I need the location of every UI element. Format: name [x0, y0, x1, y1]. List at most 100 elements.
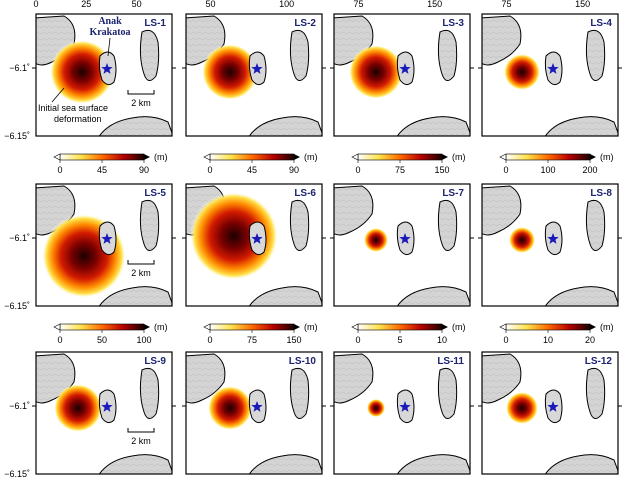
- panel-title: LS-10: [289, 356, 317, 367]
- map-panel: LS-4: [478, 13, 622, 137]
- colorbar-gradient: [209, 153, 295, 161]
- island-south: [248, 454, 322, 474]
- island-northwest: [482, 185, 522, 236]
- scale-bar: [127, 260, 155, 265]
- colorbar: (m) 0 45 90: [203, 152, 318, 175]
- island-northeast: [289, 367, 310, 419]
- colorbar: (m) 0 5 10: [351, 322, 466, 345]
- volcano-star-icon: [251, 233, 263, 244]
- volcano-star-icon: [399, 401, 411, 412]
- island-northeast: [585, 367, 606, 419]
- map-panel: LS-2: [182, 13, 326, 137]
- sea-surface-deformation: [208, 386, 252, 430]
- colorbar-max-arrow: [442, 324, 448, 330]
- latitude-label: −6.15˚: [4, 131, 30, 141]
- colorbar-max-arrow: [294, 324, 300, 330]
- volcano-star-icon: [251, 63, 263, 74]
- colorbar-tick-label: 5: [397, 335, 402, 345]
- colorbar-unit: (m): [600, 322, 614, 332]
- colorbar: (m) 0 10 20: [499, 322, 614, 345]
- top-axis-tick-label: 75: [353, 0, 363, 9]
- island-south: [544, 454, 618, 474]
- panel-frame: [35, 13, 173, 137]
- colorbar-tick-label: 0: [355, 335, 360, 345]
- panel-title: LS-3: [442, 18, 464, 29]
- colorbar: (m) 0 75 150: [351, 152, 466, 175]
- volcano-star-icon: [251, 401, 263, 412]
- colorbar-tick-label: 0: [503, 165, 508, 175]
- sea-surface-deformation: [367, 399, 385, 417]
- map-panel: LS-3: [330, 13, 474, 137]
- volcano-star-icon: [547, 63, 559, 74]
- panel-frame: [185, 351, 323, 475]
- panel-title: LS-7: [442, 188, 464, 199]
- top-axis-tick-label: 50: [132, 0, 142, 9]
- island-south: [544, 286, 618, 306]
- island-northeast: [437, 367, 458, 419]
- colorbar-gradient: [59, 153, 145, 161]
- colorbar-tick-label: 90: [139, 165, 149, 175]
- panel-title: LS-4: [590, 18, 612, 29]
- top-axis-tick-label: 25: [81, 0, 91, 9]
- colorbar-tick-label: 75: [395, 165, 405, 175]
- latitude-label: −6.1˚: [9, 63, 30, 73]
- colorbar-tick-label: 0: [57, 165, 62, 175]
- island-south: [98, 454, 172, 474]
- volcano-star-icon: [101, 63, 113, 74]
- colorbar-tick-label: 100: [540, 165, 555, 175]
- island-south: [396, 116, 470, 136]
- colorbar-max-arrow: [590, 154, 596, 160]
- colorbar-max-arrow: [144, 154, 150, 160]
- colorbar-tick-label: 0: [57, 335, 62, 345]
- colorbar-min-arrow: [351, 153, 359, 161]
- colorbar-tick-label: 150: [286, 335, 301, 345]
- colorbar-tick-label: 0: [207, 335, 212, 345]
- top-axis-tick-label: 100: [279, 0, 294, 9]
- colorbar: (m) 0 45 90: [53, 152, 168, 175]
- colorbar-max-arrow: [144, 324, 150, 330]
- colorbar-min-arrow: [351, 323, 359, 331]
- colorbar-unit: (m): [452, 322, 466, 332]
- sea-surface-deformation: [50, 40, 114, 104]
- panel-title: LS-9: [144, 356, 166, 367]
- island-northeast: [585, 199, 606, 251]
- volcano-name-label: Anak: [98, 16, 122, 27]
- island-northeast: [289, 199, 310, 251]
- colorbar-gradient: [505, 323, 591, 331]
- colorbar-tick-label: 0: [207, 165, 212, 175]
- sea-surface-deformation: [202, 44, 258, 100]
- scale-bar-label: 2 km: [131, 268, 151, 278]
- colorbar-gradient: [59, 323, 145, 331]
- panel-title: LS-12: [585, 356, 613, 367]
- colorbar-tick-label: 100: [136, 335, 151, 345]
- island-northeast: [139, 367, 160, 419]
- island-south: [248, 116, 322, 136]
- panel-title: LS-8: [590, 188, 612, 199]
- panel-title: LS-6: [294, 188, 316, 199]
- panel-frame: [481, 183, 619, 307]
- volcano-star-icon: [101, 233, 113, 244]
- colorbar-tick-label: 200: [582, 165, 597, 175]
- colorbar-min-arrow: [499, 323, 507, 331]
- colorbar-gradient: [505, 153, 591, 161]
- colorbar-unit: (m): [304, 152, 318, 162]
- volcano-star-icon: [547, 401, 559, 412]
- panel-frame: [35, 183, 173, 307]
- colorbar-tick-label: 150: [434, 165, 449, 175]
- panel-frame: [35, 351, 173, 475]
- island-south: [98, 116, 172, 136]
- panel-frame: [333, 351, 471, 475]
- scale-bar-label: 2 km: [131, 98, 151, 108]
- colorbar-gradient: [209, 323, 295, 331]
- panel-title: LS-2: [294, 18, 316, 29]
- sea-surface-deformation: [504, 54, 540, 90]
- top-axis-tick-label: 150: [575, 0, 590, 9]
- colorbar-max-arrow: [442, 154, 448, 160]
- island-northeast: [437, 29, 458, 81]
- colorbar-max-arrow: [590, 324, 596, 330]
- volcano-star-icon: [101, 401, 113, 412]
- latitude-label: −6.15˚: [4, 469, 30, 479]
- map-panel: LS-1 2 km: [32, 13, 176, 137]
- scale-bar: [127, 428, 155, 433]
